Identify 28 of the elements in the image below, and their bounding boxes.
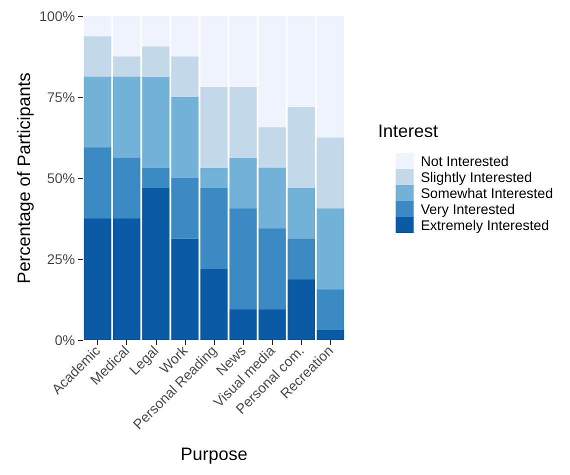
bar: [316, 289, 344, 330]
bar: [84, 36, 112, 77]
y-tick-label: 75%: [46, 89, 75, 105]
y-tick-label: 50%: [46, 170, 75, 186]
bar: [316, 16, 344, 138]
y-axis-title: Percentage of Participants: [14, 72, 34, 284]
bar: [316, 330, 344, 340]
y-tick-label: 0%: [54, 332, 75, 348]
y-tick-label: 100%: [39, 8, 75, 24]
bar: [200, 188, 228, 270]
legend-label: Extremely Interested: [420, 217, 550, 233]
legend-label: Not Interested: [420, 153, 509, 169]
bar: [84, 16, 112, 36]
legend-label: Very Interested: [420, 201, 515, 217]
x-axis-title: Purpose: [180, 444, 248, 464]
bar: [84, 218, 112, 340]
bar: [200, 16, 228, 87]
bar: [316, 208, 344, 290]
bar: [200, 86, 228, 168]
bar: [200, 269, 228, 340]
bar: [316, 138, 344, 208]
bar: [84, 76, 112, 148]
bar: [84, 148, 112, 218]
y-tick-label: 25%: [46, 251, 75, 267]
bar: [200, 168, 228, 188]
legend-title: Interest: [378, 121, 438, 141]
legend-label: Slightly Interested: [420, 169, 532, 185]
legend-label: Somewhat Interested: [420, 185, 553, 201]
